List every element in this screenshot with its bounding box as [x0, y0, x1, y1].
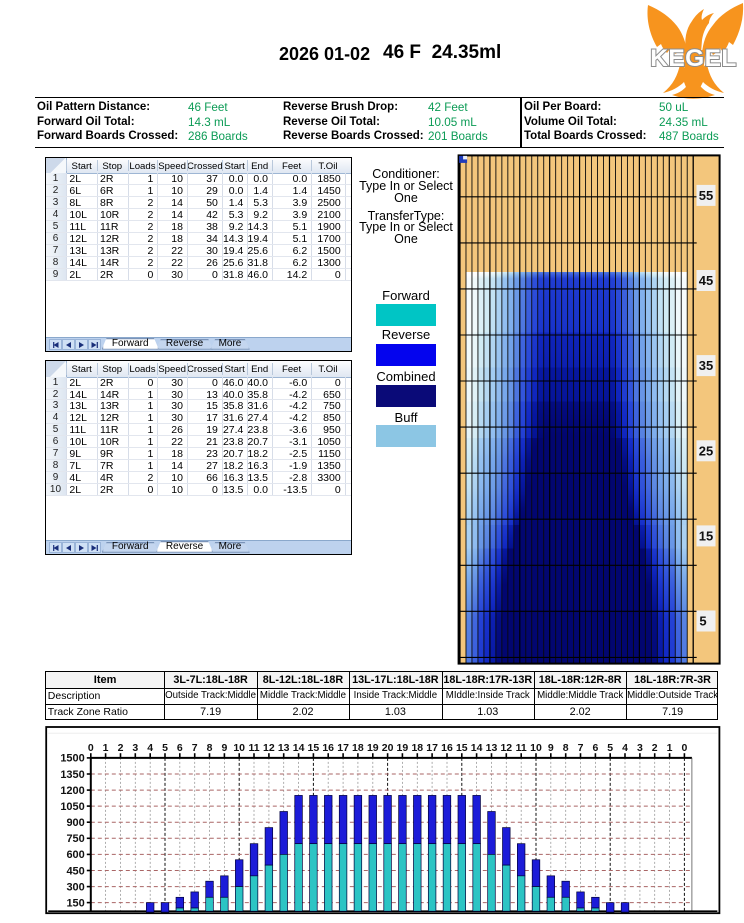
svg-text:13: 13 — [486, 742, 498, 754]
svg-text:750: 750 — [66, 833, 84, 845]
svg-text:5: 5 — [162, 742, 168, 754]
svg-text:6: 6 — [592, 742, 598, 754]
svg-text:9: 9 — [548, 742, 554, 754]
svg-text:55: 55 — [699, 188, 713, 203]
svg-text:1500: 1500 — [60, 753, 84, 765]
svg-text:18: 18 — [411, 742, 423, 754]
svg-text:KEGEL: KEGEL — [650, 45, 736, 72]
svg-text:20: 20 — [382, 742, 394, 754]
svg-text:4: 4 — [622, 742, 628, 754]
svg-text:1200: 1200 — [60, 785, 84, 797]
svg-text:1: 1 — [103, 742, 109, 754]
svg-text:0: 0 — [88, 742, 94, 754]
svg-text:600: 600 — [66, 849, 84, 861]
svg-text:12: 12 — [263, 742, 275, 754]
svg-text:35: 35 — [699, 358, 713, 373]
svg-text:45: 45 — [699, 273, 713, 288]
svg-text:900: 900 — [66, 817, 84, 829]
svg-text:12: 12 — [500, 742, 512, 754]
svg-text:7: 7 — [578, 742, 584, 754]
svg-text:1350: 1350 — [60, 769, 84, 781]
svg-text:1: 1 — [667, 742, 673, 754]
svg-text:300: 300 — [66, 881, 84, 893]
svg-text:14: 14 — [293, 742, 305, 754]
svg-text:7: 7 — [192, 742, 198, 754]
svg-text:11: 11 — [516, 742, 527, 754]
svg-text:0: 0 — [681, 742, 687, 754]
svg-text:3: 3 — [637, 742, 643, 754]
svg-text:13: 13 — [278, 742, 290, 754]
svg-text:10: 10 — [530, 742, 542, 754]
svg-text:25: 25 — [699, 443, 713, 458]
svg-text:17: 17 — [337, 742, 349, 754]
svg-text:19: 19 — [367, 742, 379, 754]
svg-text:16: 16 — [441, 742, 453, 754]
svg-text:10: 10 — [233, 742, 245, 754]
svg-text:150: 150 — [66, 897, 84, 909]
svg-text:8: 8 — [207, 742, 213, 754]
svg-text:6: 6 — [177, 742, 183, 754]
svg-text:2: 2 — [118, 742, 124, 754]
svg-text:11: 11 — [248, 742, 259, 754]
svg-text:16: 16 — [322, 742, 334, 754]
svg-text:5: 5 — [607, 742, 613, 754]
svg-text:15: 15 — [308, 742, 320, 754]
svg-text:3: 3 — [132, 742, 138, 754]
svg-text:4: 4 — [147, 742, 153, 754]
svg-text:18: 18 — [352, 742, 364, 754]
svg-text:14: 14 — [471, 742, 483, 754]
svg-text:15: 15 — [699, 528, 713, 543]
svg-text:2: 2 — [652, 742, 658, 754]
svg-text:15: 15 — [456, 742, 468, 754]
svg-text:9: 9 — [221, 742, 227, 754]
svg-text:5: 5 — [699, 614, 706, 629]
svg-text:8: 8 — [563, 742, 569, 754]
svg-text:19: 19 — [397, 742, 409, 754]
svg-text:17: 17 — [426, 742, 438, 754]
svg-text:450: 450 — [66, 865, 84, 877]
svg-text:1050: 1050 — [60, 801, 84, 813]
